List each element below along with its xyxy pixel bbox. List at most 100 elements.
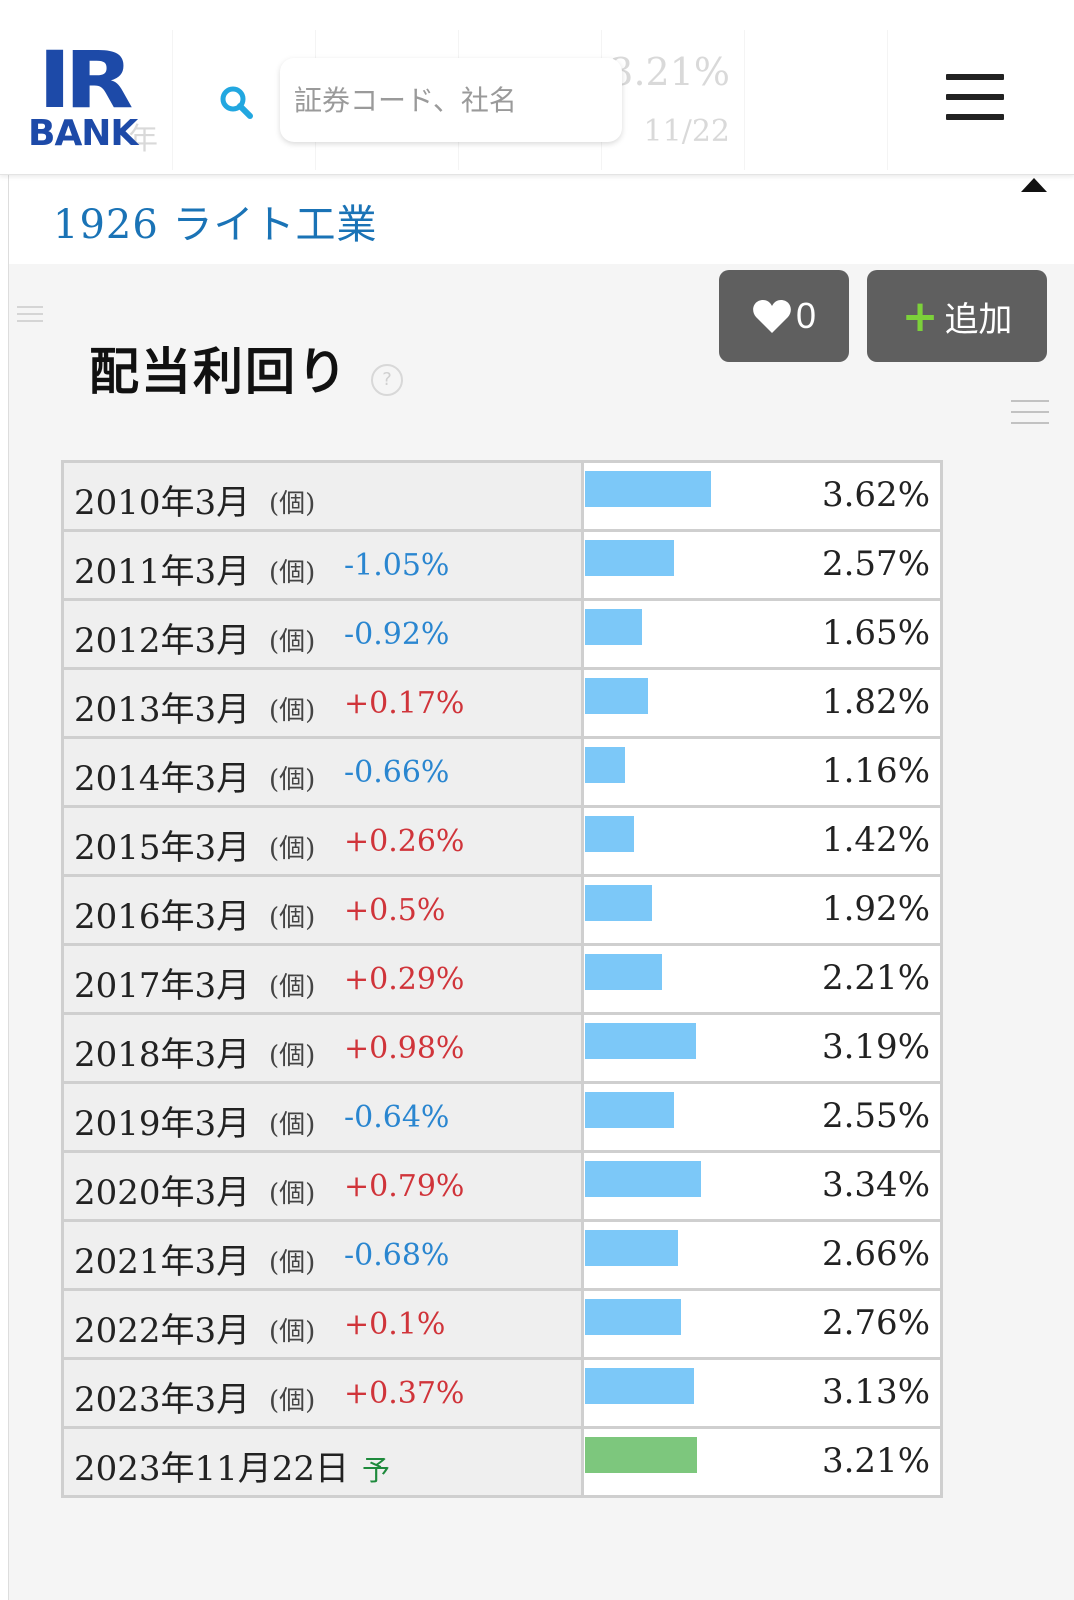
section-title: 配当利回り — [89, 342, 349, 401]
side-menu-icon[interactable] — [17, 306, 43, 322]
row-date: 2011年3月 — [74, 552, 251, 592]
yield-bar — [585, 471, 711, 507]
table-row: 2010年3月 (個) 3.62% — [64, 463, 940, 532]
row-date: 2010年3月 — [74, 483, 251, 523]
table-row: 2017年3月 (個) +0.29% 2.21% — [64, 946, 940, 1015]
company-title-link[interactable]: 1926 ライト工業 — [53, 202, 378, 248]
row-date: 2016年3月 — [74, 897, 251, 937]
table-row: 2018年3月 (個) +0.98% 3.19% — [64, 1015, 940, 1084]
row-label-cell: 2023年3月 (個) +0.37% — [64, 1360, 584, 1426]
yield-bar — [585, 1092, 674, 1128]
row-unit[interactable]: (個) — [269, 1317, 316, 1347]
yield-bar — [585, 747, 625, 783]
row-label-cell: 2013年3月 (個) +0.17% — [64, 670, 584, 736]
ticker-cell: 3.21% 11/22 — [602, 30, 745, 170]
row-unit[interactable]: (個) — [269, 972, 316, 1002]
row-change: +0.98% — [344, 1031, 465, 1066]
heart-icon — [753, 300, 791, 333]
add-button[interactable]: + 追加 — [867, 270, 1047, 362]
row-change: +0.5% — [344, 893, 446, 928]
logo-ir-text: IR — [38, 36, 134, 126]
row-unit[interactable]: (個) — [269, 903, 316, 933]
row-date: 2015年3月 — [74, 828, 251, 868]
row-bar-cell: 1.65% — [584, 601, 940, 667]
row-date: 2022年3月 — [74, 1311, 251, 1351]
row-label-cell: 2023年11月22日予 — [64, 1429, 584, 1495]
forecast-mark: 予 — [362, 1454, 391, 1487]
row-unit[interactable]: (個) — [269, 696, 316, 726]
table-row: 2013年3月 (個) +0.17% 1.82% — [64, 670, 940, 739]
table-row: 2023年11月22日予 3.21% — [64, 1429, 940, 1495]
row-yield-value: 2.76% — [821, 1303, 930, 1343]
ticker-value: 3.21% — [609, 50, 730, 94]
row-unit[interactable]: (個) — [269, 1386, 316, 1416]
row-unit[interactable]: (個) — [269, 627, 316, 657]
row-yield-value: 1.65% — [821, 613, 930, 653]
scroll-to-top-icon[interactable] — [1021, 178, 1047, 192]
row-unit[interactable]: (個) — [269, 558, 316, 588]
row-change: -1.05% — [344, 548, 450, 583]
ticker-cell — [745, 30, 888, 170]
row-unit[interactable]: (個) — [269, 834, 316, 864]
logo-bank-text: BANK — [28, 113, 138, 154]
search-icon[interactable] — [218, 84, 254, 120]
forecast-yield-bar — [585, 1437, 697, 1473]
dividend-yield-table: 2010年3月 (個) 3.62% 2011年3月 (個) -1.05% 2.57% 2012… — [61, 460, 943, 1498]
row-unit[interactable]: (個) — [269, 489, 316, 519]
help-icon[interactable]: ? — [371, 364, 403, 396]
row-date: 2023年3月 — [74, 1380, 251, 1420]
yield-bar — [585, 1368, 694, 1404]
row-date: 2013年3月 — [74, 690, 251, 730]
yield-bar — [585, 1299, 681, 1335]
like-button[interactable]: 0 — [719, 270, 849, 362]
table-row: 2012年3月 (個) -0.92% 1.65% — [64, 601, 940, 670]
ticker-strip: 年 3.21% 11/22 — [30, 30, 940, 170]
row-label-cell: 2010年3月 (個) — [64, 463, 584, 529]
row-bar-cell: 3.13% — [584, 1360, 940, 1426]
row-date: 2012年3月 — [74, 621, 251, 661]
row-date: 2017年3月 — [74, 966, 251, 1006]
row-label-cell: 2020年3月 (個) +0.79% — [64, 1153, 584, 1219]
row-label-cell: 2019年3月 (個) -0.64% — [64, 1084, 584, 1150]
hamburger-menu-icon[interactable] — [946, 74, 1006, 124]
row-change: +0.29% — [344, 962, 465, 997]
section-menu-icon[interactable] — [1011, 400, 1049, 424]
row-date: 2014年3月 — [74, 759, 251, 799]
row-change: +0.37% — [344, 1376, 465, 1411]
row-yield-value: 2.57% — [821, 544, 930, 584]
yield-bar — [585, 540, 674, 576]
row-bar-cell: 2.66% — [584, 1222, 940, 1288]
row-bar-cell: 1.16% — [584, 739, 940, 805]
row-label-cell: 2018年3月 (個) +0.98% — [64, 1015, 584, 1081]
like-count: 0 — [795, 295, 817, 336]
row-unit[interactable]: (個) — [269, 1179, 316, 1209]
table-row: 2019年3月 (個) -0.64% 2.55% — [64, 1084, 940, 1153]
row-unit[interactable]: (個) — [269, 1041, 316, 1071]
table-row: 2020年3月 (個) +0.79% 3.34% — [64, 1153, 940, 1222]
row-bar-cell: 3.21% — [584, 1429, 940, 1495]
yield-bar — [585, 609, 642, 645]
row-unit[interactable]: (個) — [269, 1248, 316, 1278]
row-bar-cell: 2.76% — [584, 1291, 940, 1357]
table-row: 2016年3月 (個) +0.5% 1.92% — [64, 877, 940, 946]
row-label-cell: 2014年3月 (個) -0.66% — [64, 739, 584, 805]
row-change: +0.79% — [344, 1169, 465, 1204]
row-yield-value: 1.16% — [821, 751, 930, 791]
row-yield-value: 2.21% — [821, 958, 930, 998]
irbank-logo[interactable]: IR BANK — [26, 40, 156, 154]
yield-bar — [585, 1023, 696, 1059]
row-bar-cell: 3.19% — [584, 1015, 940, 1081]
yield-bar — [585, 954, 662, 990]
row-unit[interactable]: (個) — [269, 1110, 316, 1140]
row-bar-cell: 1.82% — [584, 670, 940, 736]
row-label-cell: 2011年3月 (個) -1.05% — [64, 532, 584, 598]
row-yield-value: 3.62% — [821, 475, 930, 515]
row-bar-cell: 1.42% — [584, 808, 940, 874]
row-unit[interactable]: (個) — [269, 765, 316, 795]
row-bar-cell: 2.57% — [584, 532, 940, 598]
yield-bar — [585, 678, 648, 714]
row-yield-value: 3.13% — [821, 1372, 930, 1412]
row-label-cell: 2012年3月 (個) -0.92% — [64, 601, 584, 667]
search-input[interactable] — [280, 58, 622, 142]
app-header: 年 3.21% 11/22 IR BANK — [0, 0, 1074, 175]
